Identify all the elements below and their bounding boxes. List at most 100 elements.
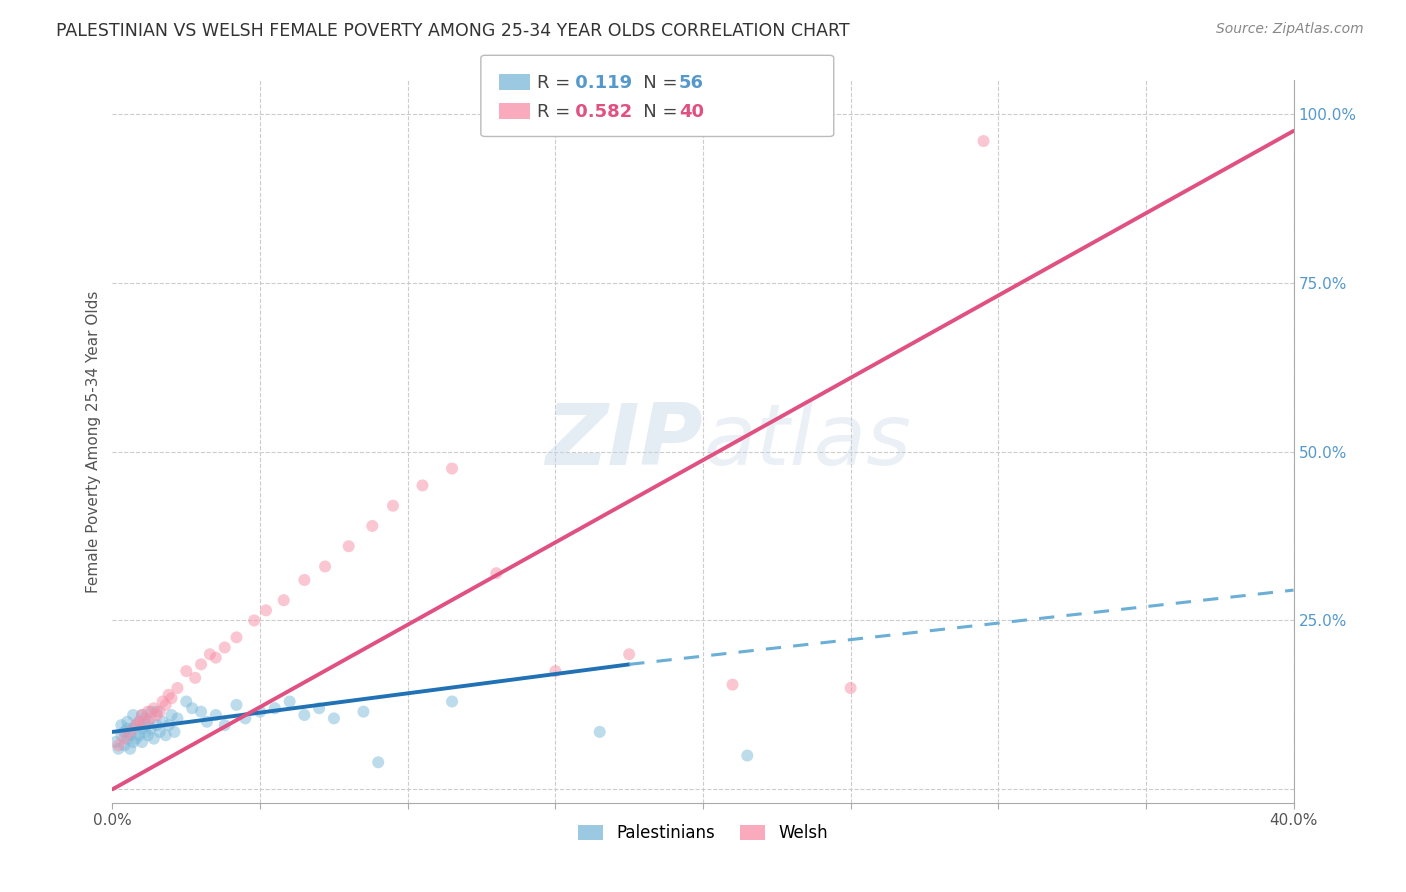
Point: [243, 614, 266, 628]
Point: [125, 718, 148, 732]
Point: [117, 722, 138, 736]
Point: [125, 731, 148, 746]
Point: [128, 714, 150, 729]
Point: [411, 478, 433, 492]
Point: [107, 741, 129, 756]
Point: [139, 705, 162, 719]
Point: [225, 698, 247, 712]
Point: [146, 705, 169, 719]
Point: [205, 650, 228, 665]
Text: R =: R =: [537, 74, 576, 92]
Point: [134, 711, 156, 725]
Point: [588, 725, 610, 739]
Point: [128, 728, 150, 742]
Point: [441, 694, 464, 708]
Point: [249, 705, 271, 719]
Point: [174, 664, 197, 678]
Point: [112, 739, 135, 753]
Point: [152, 694, 174, 708]
Y-axis label: Female Poverty Among 25-34 Year Olds: Female Poverty Among 25-34 Year Olds: [86, 291, 101, 592]
Point: [142, 701, 165, 715]
Point: [125, 718, 148, 732]
Point: [190, 657, 212, 672]
Text: 0.582: 0.582: [569, 103, 633, 120]
Point: [160, 691, 183, 706]
Point: [441, 461, 464, 475]
Point: [619, 647, 641, 661]
Point: [382, 499, 405, 513]
Point: [134, 714, 156, 729]
Point: [152, 714, 174, 729]
Text: R =: R =: [537, 103, 576, 120]
Point: [190, 705, 212, 719]
Point: [117, 731, 138, 746]
Point: [110, 728, 132, 742]
Point: [308, 701, 330, 715]
Point: [112, 731, 135, 746]
Point: [314, 559, 336, 574]
Point: [117, 714, 138, 729]
Text: N =: N =: [626, 103, 683, 120]
Legend: Palestinians, Welsh: Palestinians, Welsh: [571, 817, 835, 848]
Point: [110, 718, 132, 732]
Point: [122, 722, 145, 736]
Point: [264, 701, 287, 715]
Point: [166, 711, 188, 725]
Point: [198, 647, 221, 661]
Point: [107, 739, 129, 753]
Point: [214, 640, 236, 655]
Point: [352, 705, 374, 719]
Text: 0.119: 0.119: [569, 74, 633, 92]
Point: [973, 134, 995, 148]
Point: [146, 718, 169, 732]
Text: atlas: atlas: [703, 400, 911, 483]
Point: [273, 593, 295, 607]
Point: [157, 718, 180, 732]
Point: [134, 725, 156, 739]
Point: [139, 711, 162, 725]
Point: [292, 573, 315, 587]
Point: [166, 681, 188, 695]
Point: [323, 711, 346, 725]
Point: [292, 708, 315, 723]
Point: [104, 735, 127, 749]
Point: [254, 603, 277, 617]
Text: ZIP: ZIP: [546, 400, 703, 483]
Point: [120, 725, 142, 739]
Text: Source: ZipAtlas.com: Source: ZipAtlas.com: [1216, 22, 1364, 37]
Point: [160, 708, 183, 723]
Point: [737, 748, 759, 763]
Point: [146, 708, 169, 723]
Point: [278, 694, 301, 708]
Point: [131, 735, 153, 749]
Point: [367, 756, 389, 770]
Point: [205, 708, 228, 723]
Point: [149, 725, 172, 739]
Point: [544, 664, 567, 678]
Point: [361, 519, 384, 533]
Point: [136, 705, 159, 719]
Text: 56: 56: [679, 74, 704, 92]
Point: [839, 681, 862, 695]
Point: [122, 708, 145, 723]
Text: PALESTINIAN VS WELSH FEMALE POVERTY AMONG 25-34 YEAR OLDS CORRELATION CHART: PALESTINIAN VS WELSH FEMALE POVERTY AMON…: [56, 22, 849, 40]
Point: [485, 566, 508, 581]
Point: [337, 539, 360, 553]
Point: [128, 714, 150, 729]
Point: [181, 701, 204, 715]
Point: [195, 714, 218, 729]
Point: [120, 741, 142, 756]
Point: [149, 705, 172, 719]
Point: [136, 728, 159, 742]
Point: [112, 725, 135, 739]
Point: [155, 728, 177, 742]
Point: [120, 728, 142, 742]
Point: [174, 694, 197, 708]
Text: N =: N =: [626, 74, 683, 92]
Point: [214, 718, 236, 732]
Point: [225, 631, 247, 645]
Point: [163, 725, 186, 739]
Point: [122, 735, 145, 749]
Point: [139, 722, 162, 736]
Point: [131, 722, 153, 736]
